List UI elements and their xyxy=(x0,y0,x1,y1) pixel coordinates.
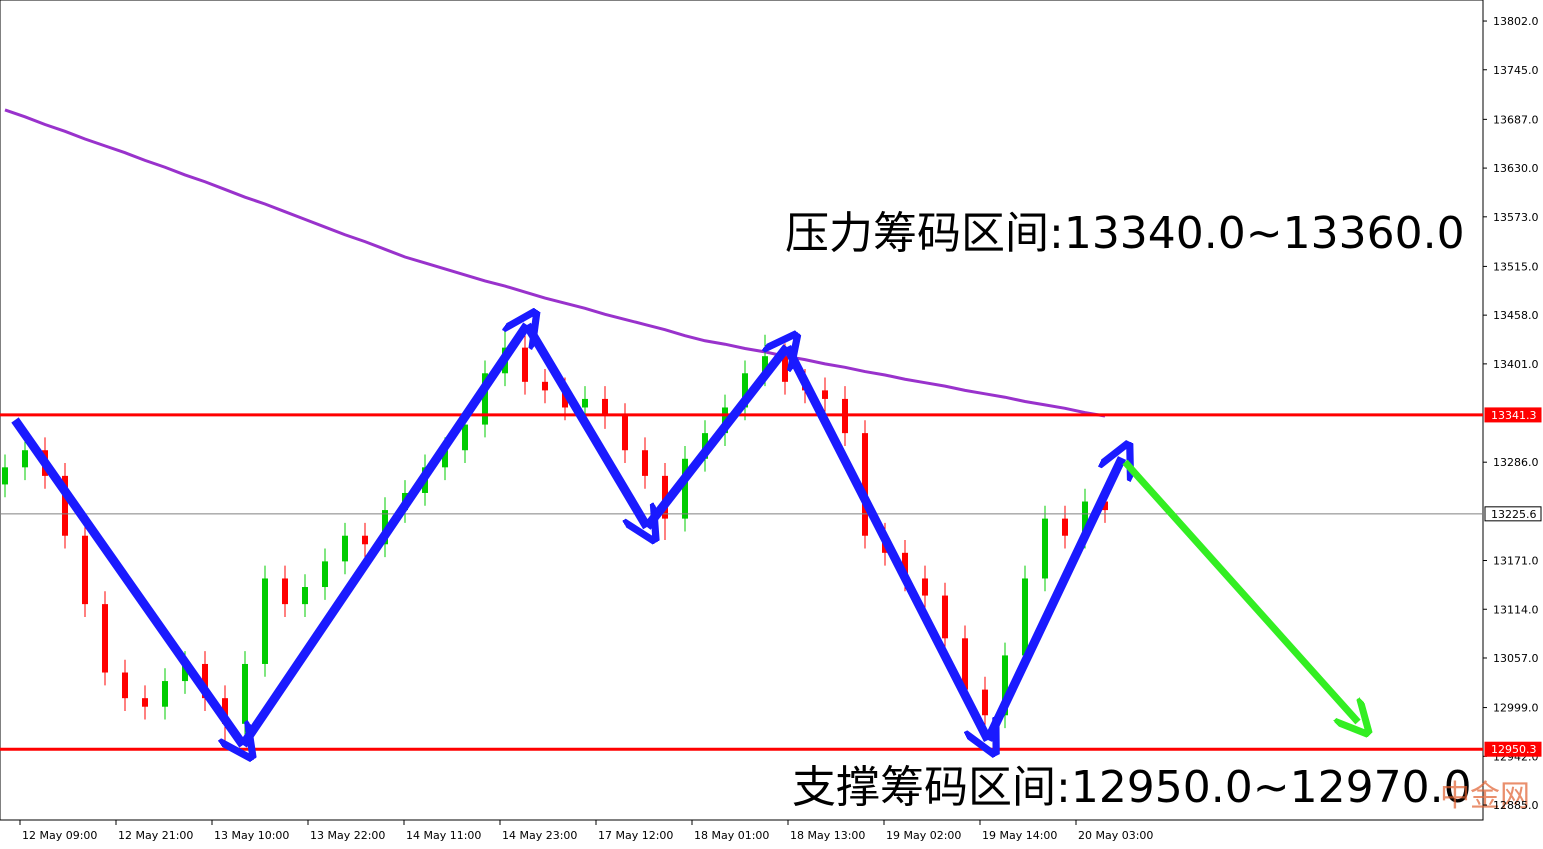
candle-body xyxy=(22,450,28,468)
plot xyxy=(0,108,1483,751)
candle-body xyxy=(322,561,328,588)
candle-body xyxy=(1102,501,1108,511)
candle-body xyxy=(62,475,68,536)
candle-body xyxy=(82,535,88,605)
plot-frame xyxy=(0,0,1484,821)
candle-body xyxy=(482,373,488,425)
candle-body xyxy=(1062,518,1068,536)
candle-body xyxy=(2,467,8,485)
arrow xyxy=(643,347,787,530)
candle-body xyxy=(562,390,568,408)
x-tick-label: 20 May 03:00 xyxy=(1078,829,1153,842)
candle-body xyxy=(342,535,348,562)
price-level-label: 13341.3 xyxy=(1491,409,1537,422)
candle-body xyxy=(1022,578,1028,656)
candle-body xyxy=(1042,518,1048,579)
support-annotation: 支撑筹码区间:12950.0~12970.0 xyxy=(792,762,1472,813)
price-level-label: 13225.6 xyxy=(1491,508,1537,521)
candle-body xyxy=(182,663,188,682)
y-tick-label: 13745.0 xyxy=(1493,64,1539,77)
price-level-label: 12950.3 xyxy=(1491,743,1537,756)
y-tick-label: 13802.0 xyxy=(1493,15,1539,28)
y-tick-label: 13573.0 xyxy=(1493,211,1539,224)
y-tick-label: 13515.0 xyxy=(1493,260,1539,273)
candle-body xyxy=(202,663,208,699)
candle-body xyxy=(302,587,308,605)
arrow xyxy=(523,322,647,527)
x-tick-label: 13 May 22:00 xyxy=(310,829,385,842)
candle-body xyxy=(222,698,228,724)
candle-body xyxy=(862,433,868,536)
candle-body xyxy=(462,424,468,451)
candle-body xyxy=(622,416,628,451)
arrow xyxy=(983,458,1122,742)
candle-body xyxy=(522,347,528,382)
candle-body xyxy=(162,681,168,707)
candle-body xyxy=(122,672,128,699)
x-tick-label: 19 May 14:00 xyxy=(982,829,1057,842)
candle-body xyxy=(282,578,288,605)
x-tick-label: 12 May 09:00 xyxy=(22,829,97,842)
forecast-arrow xyxy=(1122,459,1358,722)
y-tick-label: 12999.0 xyxy=(1493,702,1539,715)
candle-body xyxy=(262,578,268,664)
x-tick-label: 19 May 02:00 xyxy=(886,829,961,842)
candle-body xyxy=(1082,501,1088,536)
y-tick-label: 13286.0 xyxy=(1493,456,1539,469)
candle-body xyxy=(782,356,788,382)
y-tick-label: 13171.0 xyxy=(1493,555,1539,568)
candle-body xyxy=(962,638,968,690)
candle-body xyxy=(542,381,548,391)
candle-body xyxy=(682,458,688,519)
x-tick-label: 13 May 10:00 xyxy=(214,829,289,842)
candle-body xyxy=(362,535,368,545)
y-tick-label: 13401.0 xyxy=(1493,358,1539,371)
candle-body xyxy=(742,373,748,408)
arrow xyxy=(11,417,243,745)
y-tick-label: 13057.0 xyxy=(1493,652,1539,665)
y-tick-label: 13114.0 xyxy=(1493,603,1539,616)
candle-body xyxy=(642,450,648,476)
arrow xyxy=(239,325,527,748)
candle-body xyxy=(582,398,588,408)
x-tick-label: 18 May 13:00 xyxy=(790,829,865,842)
candle-body xyxy=(102,604,108,673)
candle-body xyxy=(922,578,928,596)
watermark: 中金网 xyxy=(1440,779,1530,814)
x-tick-label: 18 May 01:00 xyxy=(694,829,769,842)
candle-body xyxy=(982,689,988,716)
arrow xyxy=(782,344,988,740)
y-tick-label: 13458.0 xyxy=(1493,309,1539,322)
candle-body xyxy=(1002,655,1008,716)
x-tick-label: 14 May 23:00 xyxy=(502,829,577,842)
candle-body xyxy=(242,663,248,724)
moving-average xyxy=(4,108,1106,418)
price-level-box xyxy=(1484,506,1542,522)
price-axis: 13802.0 13745.0 13687.0 13630.0 13573.0 13515… xyxy=(19,15,1542,842)
candle-body xyxy=(142,698,148,707)
price-level-box xyxy=(1484,741,1542,757)
y-tick-label: 13630.0 xyxy=(1493,162,1539,175)
trend-arrows xyxy=(11,322,1358,748)
price-level-box xyxy=(1484,407,1542,423)
candle-body xyxy=(442,450,448,468)
x-tick-label: 12 May 21:00 xyxy=(118,829,193,842)
candle-body xyxy=(942,595,948,639)
candle-body xyxy=(822,390,828,399)
y-tick-label: 13687.0 xyxy=(1493,113,1539,126)
candle-body xyxy=(902,552,908,579)
candle-body xyxy=(602,398,608,417)
x-tick-label: 17 May 12:00 xyxy=(598,829,673,842)
resistance-annotation: 压力筹码区间:13340.0~13360.0 xyxy=(785,208,1465,259)
y-tick-label: 12885.0 xyxy=(1493,799,1539,812)
x-tick-label: 14 May 11:00 xyxy=(406,829,481,842)
